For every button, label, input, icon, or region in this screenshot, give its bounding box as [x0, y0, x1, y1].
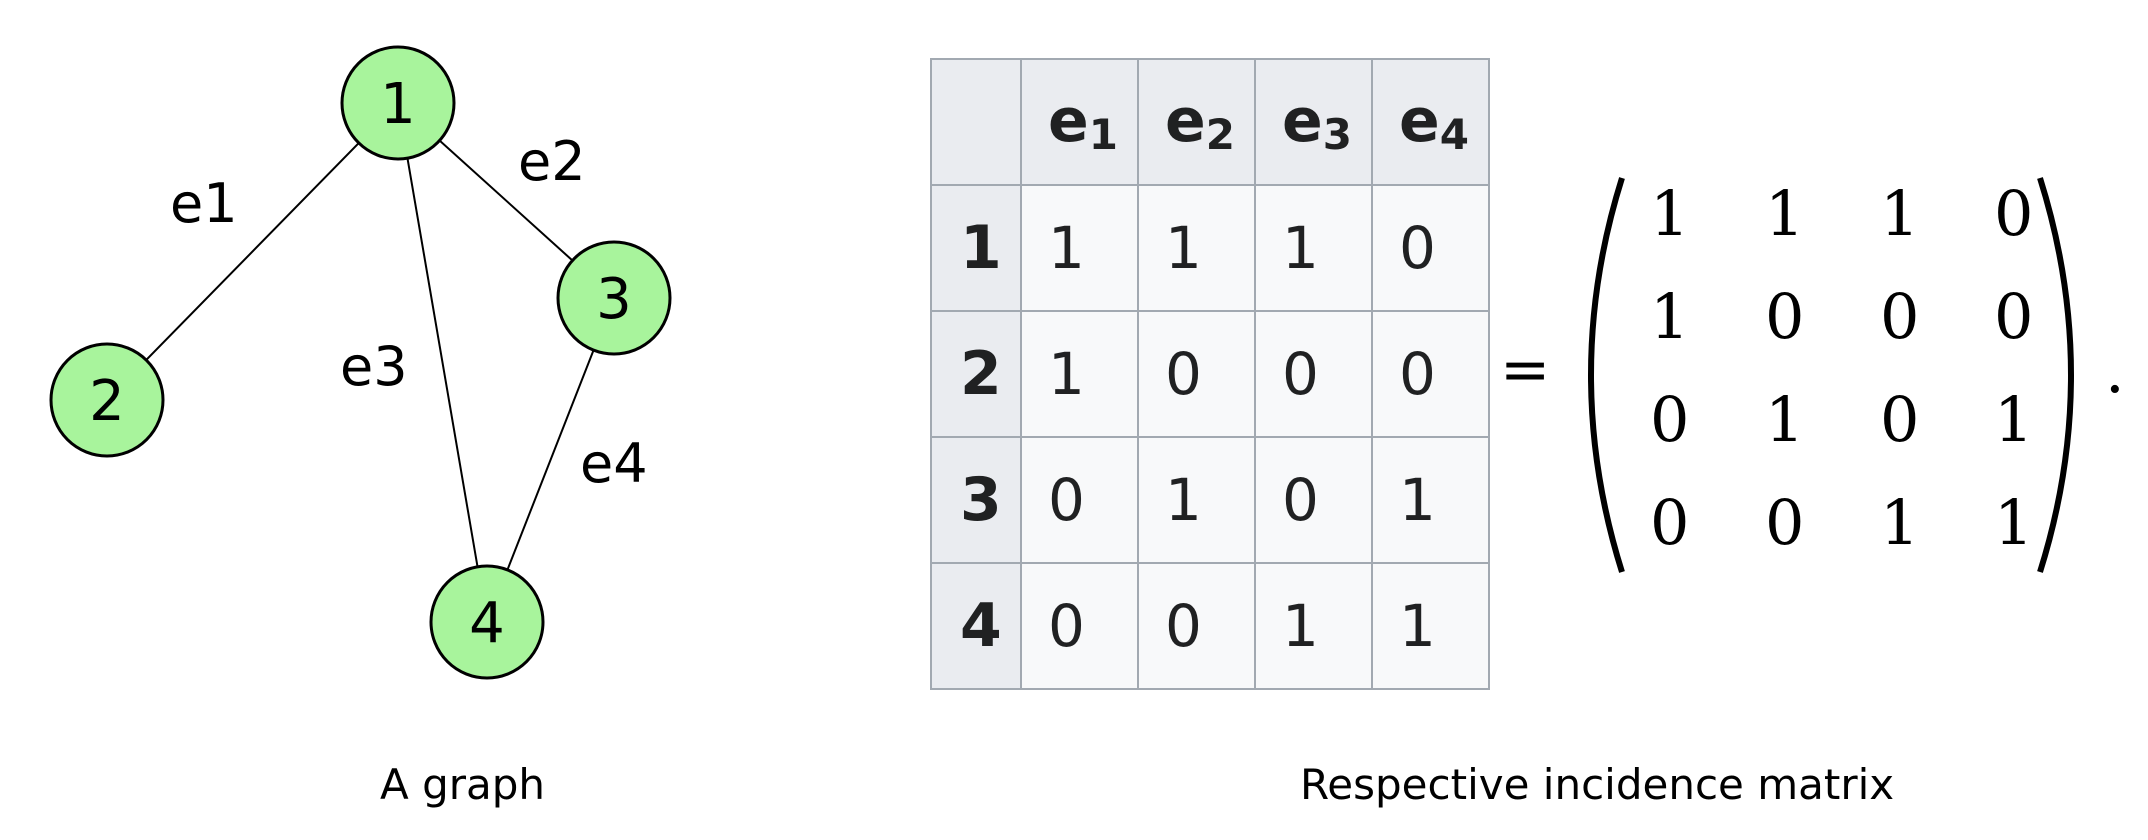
equals-sign: =	[1500, 335, 1551, 405]
table-cell: 0	[1020, 436, 1139, 564]
graph-node-4: 4	[429, 564, 545, 680]
matrix-entry: 1	[1880, 177, 1919, 250]
matrix-row: 0 1 0 1	[1650, 383, 2033, 456]
table-header-row: e1 e2 e3 e4	[930, 58, 1490, 186]
graph-diagram: e1 e2 e3 e4 1 2 3 4	[49, 45, 672, 680]
row-header-2: 2	[930, 310, 1022, 438]
table-cell: 1	[1254, 184, 1373, 312]
node-circle	[49, 342, 165, 458]
matrix-entry: 1	[1765, 383, 1804, 456]
matrix-row: 1 0 0 0	[1650, 280, 2033, 353]
edge-label-e2: e2	[518, 130, 586, 193]
matrix-entry: 1	[1994, 383, 2033, 456]
node-label: 2	[89, 369, 125, 434]
edge-e3	[397, 102, 488, 623]
left-parenthesis	[1588, 177, 1625, 573]
matrix-caption: Respective incidence matrix	[1300, 760, 1895, 809]
table-cell: 0	[1254, 310, 1373, 438]
node-circle	[340, 45, 456, 161]
table-cell: 0	[1137, 562, 1256, 690]
matrix-entry: 0	[1880, 383, 1919, 456]
matrix-row: 1 1 1 0	[1650, 177, 2033, 250]
table-cell: 0	[1254, 436, 1373, 564]
table-cell: 1	[1254, 562, 1373, 690]
incidence-matrix: 1 1 1 0 1 0 0 0 0 1 0 1 0 0 1 1 .	[1588, 177, 2125, 573]
table-row: 3 0 1 0 1	[930, 436, 1490, 564]
matrix-entry: 1	[1994, 486, 2033, 559]
graph-node-3: 3	[556, 240, 672, 356]
edge-label-e4: e4	[580, 432, 648, 495]
table-cell: 1	[1020, 184, 1139, 312]
column-header-e3: e3	[1254, 58, 1373, 186]
table-cell: 1	[1137, 436, 1256, 564]
matrix-entry: 0	[1994, 280, 2033, 353]
table-cell: 1	[1371, 436, 1490, 564]
table-cell: 0	[1371, 184, 1490, 312]
table-cell: 1	[1371, 562, 1490, 690]
table-corner-cell	[930, 58, 1022, 186]
table-row: 2 1 0 0 0	[930, 310, 1490, 438]
graph-node-2: 2	[49, 342, 165, 458]
matrix-entry: 0	[1994, 177, 2033, 250]
node-label: 4	[469, 591, 505, 656]
matrix-row: 0 0 1 1	[1650, 486, 2033, 559]
matrix-entry: 1	[1880, 486, 1919, 559]
graph-caption: A graph	[380, 760, 546, 809]
edge-label-e3: e3	[340, 335, 408, 398]
matrix-entry: 0	[1765, 280, 1804, 353]
matrix-entry: 1	[1650, 280, 1689, 353]
table-row: 1 1 1 1 0	[930, 184, 1490, 312]
row-header-1: 1	[930, 184, 1022, 312]
node-circle	[429, 564, 545, 680]
matrix-entry: 0	[1880, 280, 1919, 353]
table-cell: 0	[1371, 310, 1490, 438]
matrix-entry: 1	[1650, 177, 1689, 250]
matrix-entry: 1	[1765, 177, 1804, 250]
table-cell: 1	[1020, 310, 1139, 438]
table-cell: 0	[1137, 310, 1256, 438]
column-header-e1: e1	[1020, 58, 1139, 186]
edge-e4	[486, 297, 615, 623]
matrix-entry: 0	[1765, 486, 1804, 559]
node-label: 1	[380, 72, 416, 137]
column-header-e4: e4	[1371, 58, 1490, 186]
period: .	[2105, 334, 2125, 407]
table-row: 4 0 0 1 1	[930, 562, 1490, 690]
edge-e1	[106, 102, 399, 401]
table-cell: 0	[1020, 562, 1139, 690]
edge-label-e1: e1	[170, 172, 238, 235]
table-cell: 1	[1137, 184, 1256, 312]
row-header-4: 4	[930, 562, 1022, 690]
graph-edge-labels: e1 e2 e3 e4	[170, 130, 648, 495]
matrix-entry: 0	[1650, 383, 1689, 456]
matrix-entry: 0	[1650, 486, 1689, 559]
right-parenthesis	[2037, 177, 2074, 573]
incidence-table: e1 e2 e3 e4 1 1 1 1 0 2 1 0 0 0 3 0 1 0 …	[930, 58, 1490, 690]
column-header-e2: e2	[1137, 58, 1256, 186]
node-circle	[556, 240, 672, 356]
row-header-3: 3	[930, 436, 1022, 564]
graph-node-1: 1	[340, 45, 456, 161]
node-label: 3	[596, 267, 632, 332]
